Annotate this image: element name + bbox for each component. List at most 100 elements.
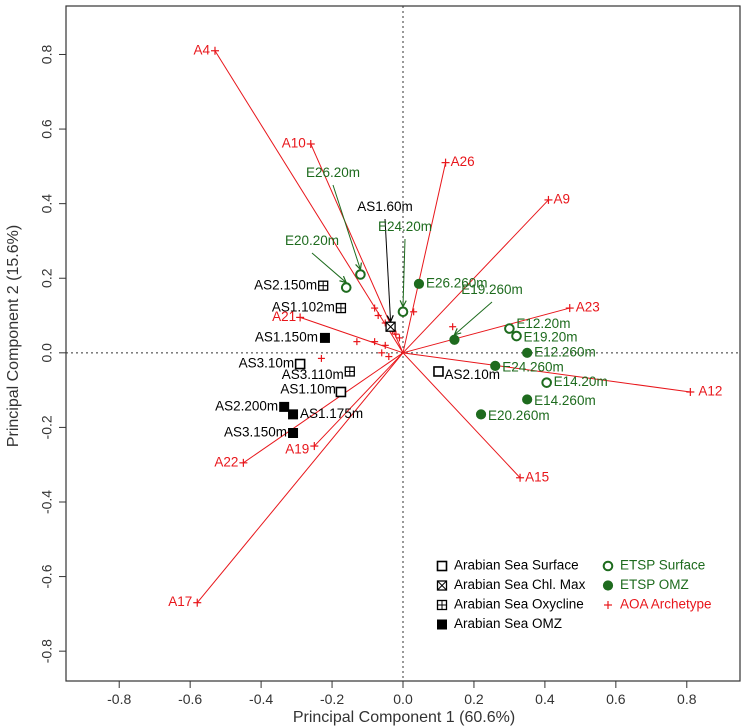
sample-label-AS2-10m: AS2.10m	[444, 367, 500, 382]
sample-label-E24-20m: E24.20m	[378, 219, 432, 234]
sample-label-E19-260m: E19.260m	[461, 282, 523, 297]
sample-label-AS1-175m: AS1.175m	[300, 406, 363, 421]
sample-marker-E19-260m	[449, 334, 460, 345]
archetype-marker-A12	[686, 387, 695, 396]
sample-marker-AS2-150m	[318, 280, 329, 291]
archetype-vector-A9	[402, 199, 549, 354]
archetype-label-A12: A12	[698, 384, 722, 399]
sample-marker-E14-20m	[541, 377, 552, 388]
x-tick-label: 0.4	[535, 691, 555, 707]
x-tick-label: 0.6	[606, 691, 626, 707]
x-tick-label: 0.2	[464, 691, 484, 707]
archetype-label-A17: A17	[168, 594, 192, 609]
archetype-minor-0	[371, 304, 379, 312]
archetype-vector-A22	[243, 352, 404, 464]
sample-marker-E24-20m	[397, 306, 409, 318]
sample-marker-E14-260m	[522, 394, 533, 405]
callout-line-E19-260m	[454, 301, 493, 336]
archetype-marker-A23	[565, 304, 574, 313]
legend-label: Arabian Sea OMZ	[454, 616, 562, 631]
sample-marker-E26-260m	[413, 278, 425, 289]
sample-label-E26-20m: E26.20m	[306, 165, 360, 180]
archetype-minor-10	[378, 349, 386, 357]
y-tick-label: 0.8	[39, 45, 55, 65]
archetype-vector-A10	[310, 143, 404, 354]
sample-marker-AS3-10m	[294, 358, 306, 370]
sample-label-AS3-110m: AS3.110m	[282, 367, 344, 382]
legend: Arabian Sea Surface Arabian Sea Chl. Max A…	[436, 558, 712, 631]
sample-marker-AS1-102m	[335, 302, 347, 314]
sample-points: AS1.60m AS2.150m AS1.102m AS3.110m AS1.150m A…	[215, 165, 608, 440]
archetype-minor-9	[381, 341, 389, 349]
legend-marker-filled-square	[437, 619, 447, 630]
archetype-minor-2	[371, 338, 379, 346]
archetype-minor-13	[385, 353, 393, 361]
archetype-label-A21: A21	[272, 309, 296, 324]
archetype-label-A10: A10	[282, 136, 306, 151]
archetype-vector-A19	[313, 352, 404, 447]
sample-label-AS1-60m: AS1.60m	[357, 199, 413, 214]
legend-label: ETSP OMZ	[620, 577, 689, 592]
archetype-marker-A17	[193, 598, 202, 607]
archetype-vector-A26	[402, 162, 447, 353]
sample-marker-AS3-150m	[288, 428, 299, 439]
x-tick-label: 0.8	[677, 691, 697, 707]
sample-marker-E24-260m	[490, 360, 501, 371]
sample-marker-AS3-110m	[344, 366, 355, 377]
archetype-marker-A15	[516, 473, 525, 482]
archetype-minor-6	[395, 334, 403, 342]
archetype-minor-5	[392, 330, 400, 338]
archetype-minor-11	[410, 308, 418, 316]
sample-label-AS3-150m: AS3.150m	[224, 425, 287, 440]
legend-label: Arabian Sea Oxycline	[454, 597, 584, 612]
sample-marker-AS1-60m	[385, 321, 396, 332]
legend-marker-filled-circle	[602, 580, 614, 591]
sample-marker-E19-20m	[511, 330, 522, 342]
sample-label-E24-260m: E24.260m	[502, 359, 564, 374]
archetype-minor-12	[449, 323, 457, 331]
y-tick-label: -0.8	[39, 639, 55, 663]
legend-label: Arabian Sea Chl. Max	[454, 577, 586, 592]
archetype-marker-A19	[310, 442, 319, 451]
sample-marker-E20-260m	[475, 409, 487, 420]
sample-label-AS1-102m: AS1.102m	[272, 300, 335, 315]
sample-label-E12-260m: E12.260m	[534, 344, 596, 359]
sample-label-E20-20m: E20.20m	[285, 233, 339, 248]
archetype-vector-A15	[402, 352, 521, 479]
sample-label-E26-260m: E26.260m	[426, 275, 488, 290]
archetype-vector-A4	[214, 50, 404, 354]
archetype-minor-markers	[317, 304, 457, 362]
legend-label: ETSP Surface	[620, 558, 705, 573]
sample-label-E12-20m: E12.20m	[516, 316, 570, 331]
callout-line-E26-20m	[332, 184, 361, 270]
archetype-marker-A10	[306, 139, 315, 148]
archetype-label-A15: A15	[525, 469, 549, 484]
sample-marker-AS1-175m	[288, 409, 299, 420]
archetype-vector-A23	[402, 307, 570, 354]
archetype-vectors: A4 A10 A26 A9 A23 A12 A15 A21 A22 A19 A17	[168, 42, 722, 609]
sample-marker-E20-20m	[340, 282, 352, 293]
sample-marker-E12-20m	[504, 323, 515, 334]
y-tick-label: -0.2	[39, 415, 55, 439]
sample-marker-AS2-10m	[433, 366, 444, 377]
archetype-minor-1	[374, 312, 382, 320]
axes: -0.8 -0.6 -0.4 -0.2 0.0 0.2 0.4 0.6 0.8 -0.8 -0.6 -…	[39, 5, 741, 707]
archetype-label-A9: A9	[553, 191, 570, 206]
archetype-label-A4: A4	[193, 42, 210, 57]
y-tick-label: 0.2	[39, 268, 55, 288]
sample-marker-AS1-10m	[335, 386, 347, 398]
legend-marker-crossed-square	[436, 580, 448, 591]
x-tick-label: -0.6	[178, 691, 202, 707]
sample-label-AS1-150m: AS1.150m	[255, 329, 318, 344]
x-tick-label: -0.2	[320, 691, 344, 707]
legend-marker-plus	[604, 601, 612, 609]
legend-label: AOA Archetype	[620, 597, 712, 612]
sample-label-E14-20m: E14.20m	[554, 374, 608, 389]
archetype-minor-7	[353, 338, 361, 346]
legend-marker-open-square	[436, 560, 448, 572]
sample-label-AS2-200m: AS2.200m	[215, 398, 278, 413]
sample-label-AS2-150m: AS2.150m	[254, 277, 317, 292]
archetype-marker-A9	[544, 195, 553, 204]
x-tick-label: -0.4	[249, 691, 273, 707]
